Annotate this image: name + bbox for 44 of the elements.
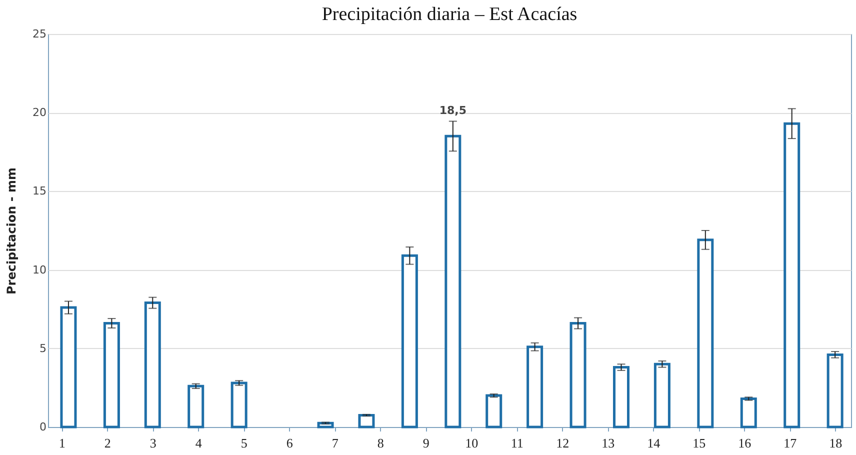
x-tick-label: 3 bbox=[150, 436, 156, 450]
x-tick-label: 2 bbox=[104, 436, 111, 450]
bar bbox=[826, 353, 844, 428]
x-tick-label: 11 bbox=[510, 436, 524, 450]
x-tick-label: 6 bbox=[286, 436, 294, 450]
bar bbox=[401, 254, 418, 428]
bar bbox=[144, 302, 161, 428]
data-label: 18,5 bbox=[439, 104, 466, 118]
x-tick-label: 13 bbox=[602, 436, 615, 450]
x-tick-label: 14 bbox=[647, 436, 661, 450]
y-tick-label: 25 bbox=[32, 28, 46, 40]
x-tick-label: 12 bbox=[556, 436, 570, 450]
x-tick-label: 4 bbox=[195, 436, 202, 450]
bar bbox=[60, 306, 77, 428]
bar bbox=[188, 384, 204, 428]
bar bbox=[654, 362, 670, 428]
bar bbox=[358, 414, 375, 428]
bar bbox=[740, 397, 757, 428]
x-tick-label: 16 bbox=[738, 436, 752, 450]
bar bbox=[230, 382, 248, 428]
chart-title: Precipitación diaria – Est Acacías bbox=[322, 4, 578, 25]
y-tick-label: 0 bbox=[40, 420, 46, 434]
x-tick-label: 5 bbox=[240, 436, 248, 450]
y-tick-label: 5 bbox=[40, 342, 46, 355]
bar bbox=[697, 238, 714, 428]
x-tick-label: 1 bbox=[58, 436, 66, 450]
bar bbox=[526, 346, 544, 428]
y-tick-label: 15 bbox=[32, 184, 46, 198]
y-tick-label: 20 bbox=[32, 106, 46, 120]
x-tick-label: 9 bbox=[422, 436, 430, 450]
x-tick-label: 7 bbox=[332, 436, 339, 450]
x-tick-label: 15 bbox=[692, 436, 706, 450]
bar bbox=[612, 366, 630, 428]
x-tick-label: 10 bbox=[465, 436, 478, 450]
bar bbox=[444, 134, 462, 428]
bar bbox=[103, 322, 120, 428]
y-tick-label: 10 bbox=[32, 263, 46, 276]
y-axis-title: Precipitacion - mm bbox=[4, 168, 19, 294]
bar bbox=[486, 394, 502, 428]
x-tick-label: 17 bbox=[784, 436, 798, 450]
x-tick-label: 18 bbox=[829, 436, 842, 450]
x-tick-label: 8 bbox=[377, 436, 384, 450]
bar bbox=[570, 322, 586, 428]
bar bbox=[784, 122, 800, 428]
